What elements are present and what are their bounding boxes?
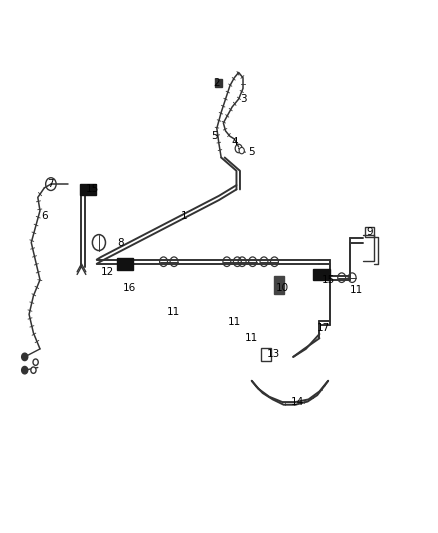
Bar <box>274 276 284 294</box>
Text: 12: 12 <box>101 267 114 277</box>
Text: 2: 2 <box>213 78 220 88</box>
Text: 5: 5 <box>248 147 255 157</box>
Circle shape <box>21 367 28 374</box>
Bar <box>117 258 134 270</box>
Circle shape <box>21 353 28 361</box>
Text: 15: 15 <box>321 275 335 285</box>
Text: 11: 11 <box>228 317 241 327</box>
Circle shape <box>31 367 36 373</box>
Text: 11: 11 <box>350 286 363 295</box>
Text: 1: 1 <box>181 211 187 221</box>
Text: 11: 11 <box>245 333 258 343</box>
Bar <box>261 348 271 361</box>
Text: 8: 8 <box>117 238 124 247</box>
Text: 13: 13 <box>267 349 280 359</box>
Text: 10: 10 <box>276 283 289 293</box>
Bar <box>215 79 222 87</box>
Text: 11: 11 <box>166 306 180 317</box>
Bar <box>313 269 330 280</box>
Text: 7: 7 <box>48 179 54 189</box>
Text: 3: 3 <box>240 94 246 104</box>
Text: 4: 4 <box>231 136 237 147</box>
Bar <box>80 183 96 195</box>
Circle shape <box>33 359 38 366</box>
Circle shape <box>239 148 244 154</box>
Text: 17: 17 <box>317 322 330 333</box>
Text: 16: 16 <box>123 283 136 293</box>
Text: 14: 14 <box>291 397 304 407</box>
Text: 9: 9 <box>366 227 373 237</box>
Bar <box>365 227 374 237</box>
Text: 15: 15 <box>86 184 99 195</box>
Text: 5: 5 <box>211 131 218 141</box>
Text: 6: 6 <box>41 211 48 221</box>
